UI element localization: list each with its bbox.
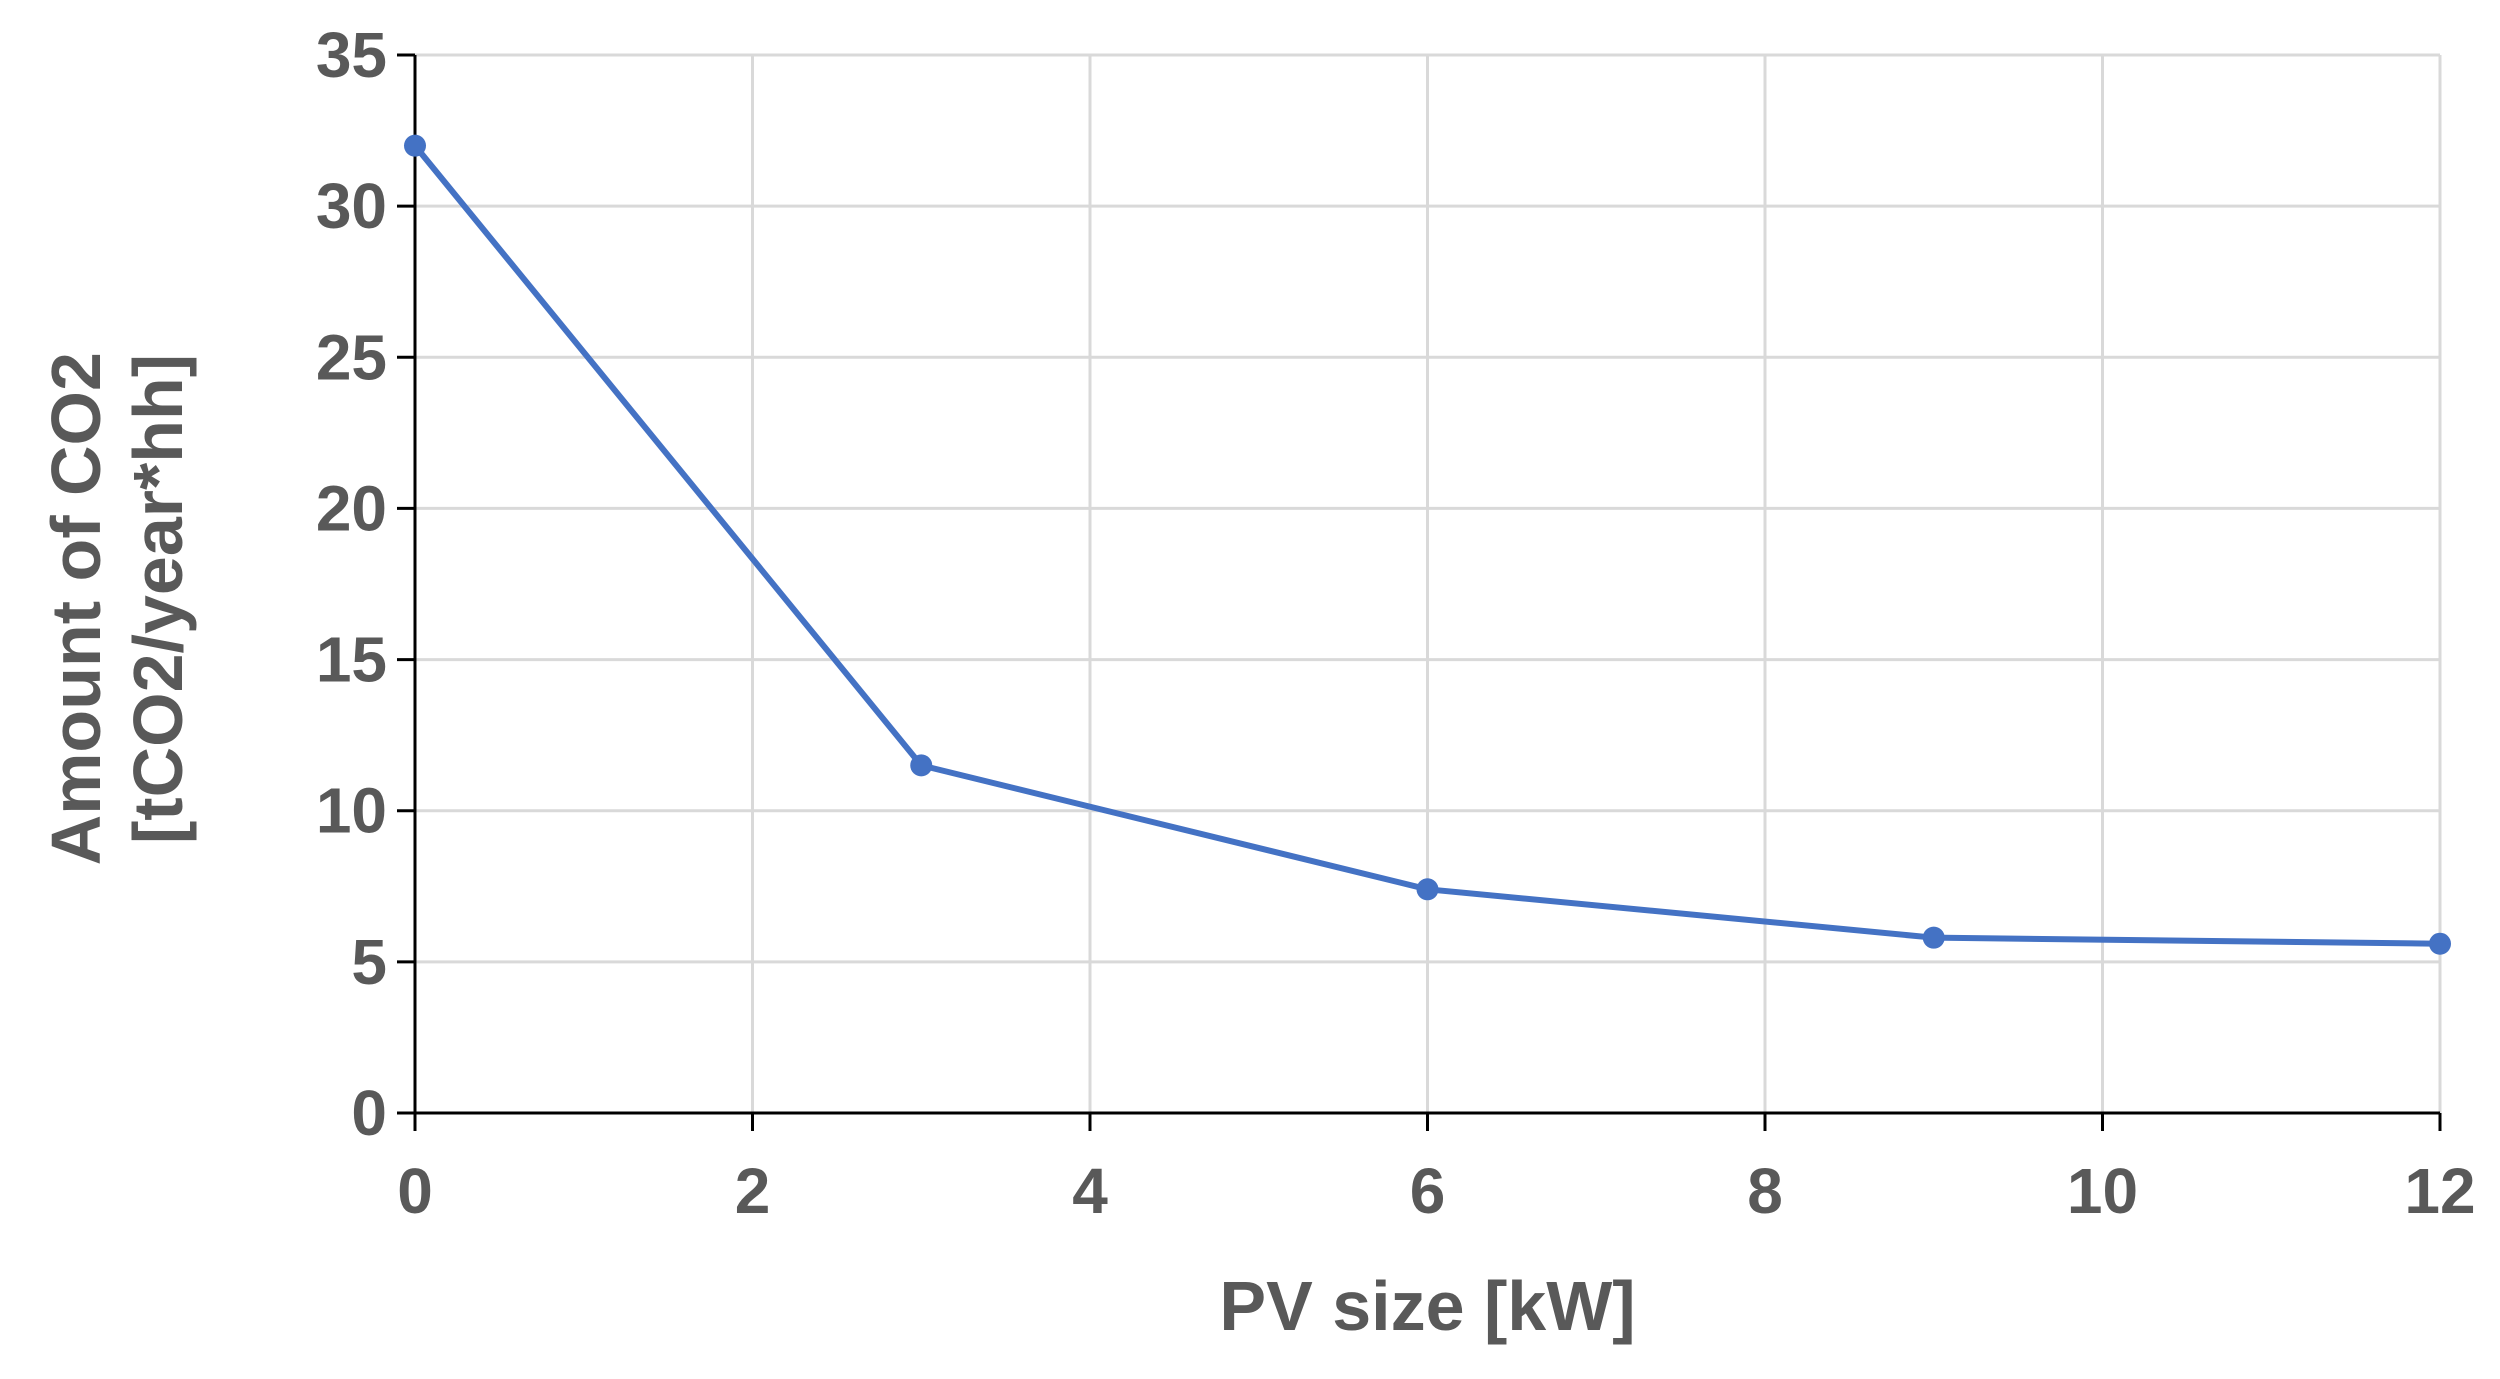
y-tick-label: 35 [316,19,387,91]
x-axis-ticks: 0 2 4 6 8 10 12 [397,1113,2476,1227]
series-layer [404,134,2451,955]
data-point [910,754,933,777]
data-point [404,134,426,157]
x-axis-title: PV size [kW] [1219,1267,1635,1345]
x-tick-label: 10 [2067,1155,2138,1227]
y-tick-label: 25 [316,321,387,393]
y-tick-label: 10 [316,775,387,847]
x-tick-label: 8 [1747,1155,1783,1227]
y-axis-title-line-1: Amount of CO2 [37,352,115,865]
data-point [1416,878,1439,901]
x-tick-label: 2 [735,1155,771,1227]
y-tick-label: 20 [316,472,387,544]
x-tick-label: 0 [397,1155,433,1227]
y-axis-title: Amount of CO2 [tCO2/year*hh] [37,333,197,866]
axes [397,55,2440,1131]
y-axis-ticks: 0 5 10 15 20 25 30 35 [316,19,415,1149]
y-tick-label: 0 [351,1077,387,1149]
x-tick-label: 6 [1410,1155,1446,1227]
y-tick-label: 5 [351,926,387,998]
x-tick-label: 12 [2404,1155,2475,1227]
y-tick-label: 15 [316,624,387,696]
y-tick-label: 30 [316,170,387,242]
grid [415,53,2442,1113]
data-point [1922,926,1945,949]
y-axis-title-line-2: [tCO2/year*hh] [119,354,197,844]
data-point [2429,932,2451,955]
x-tick-label: 4 [1072,1155,1108,1227]
